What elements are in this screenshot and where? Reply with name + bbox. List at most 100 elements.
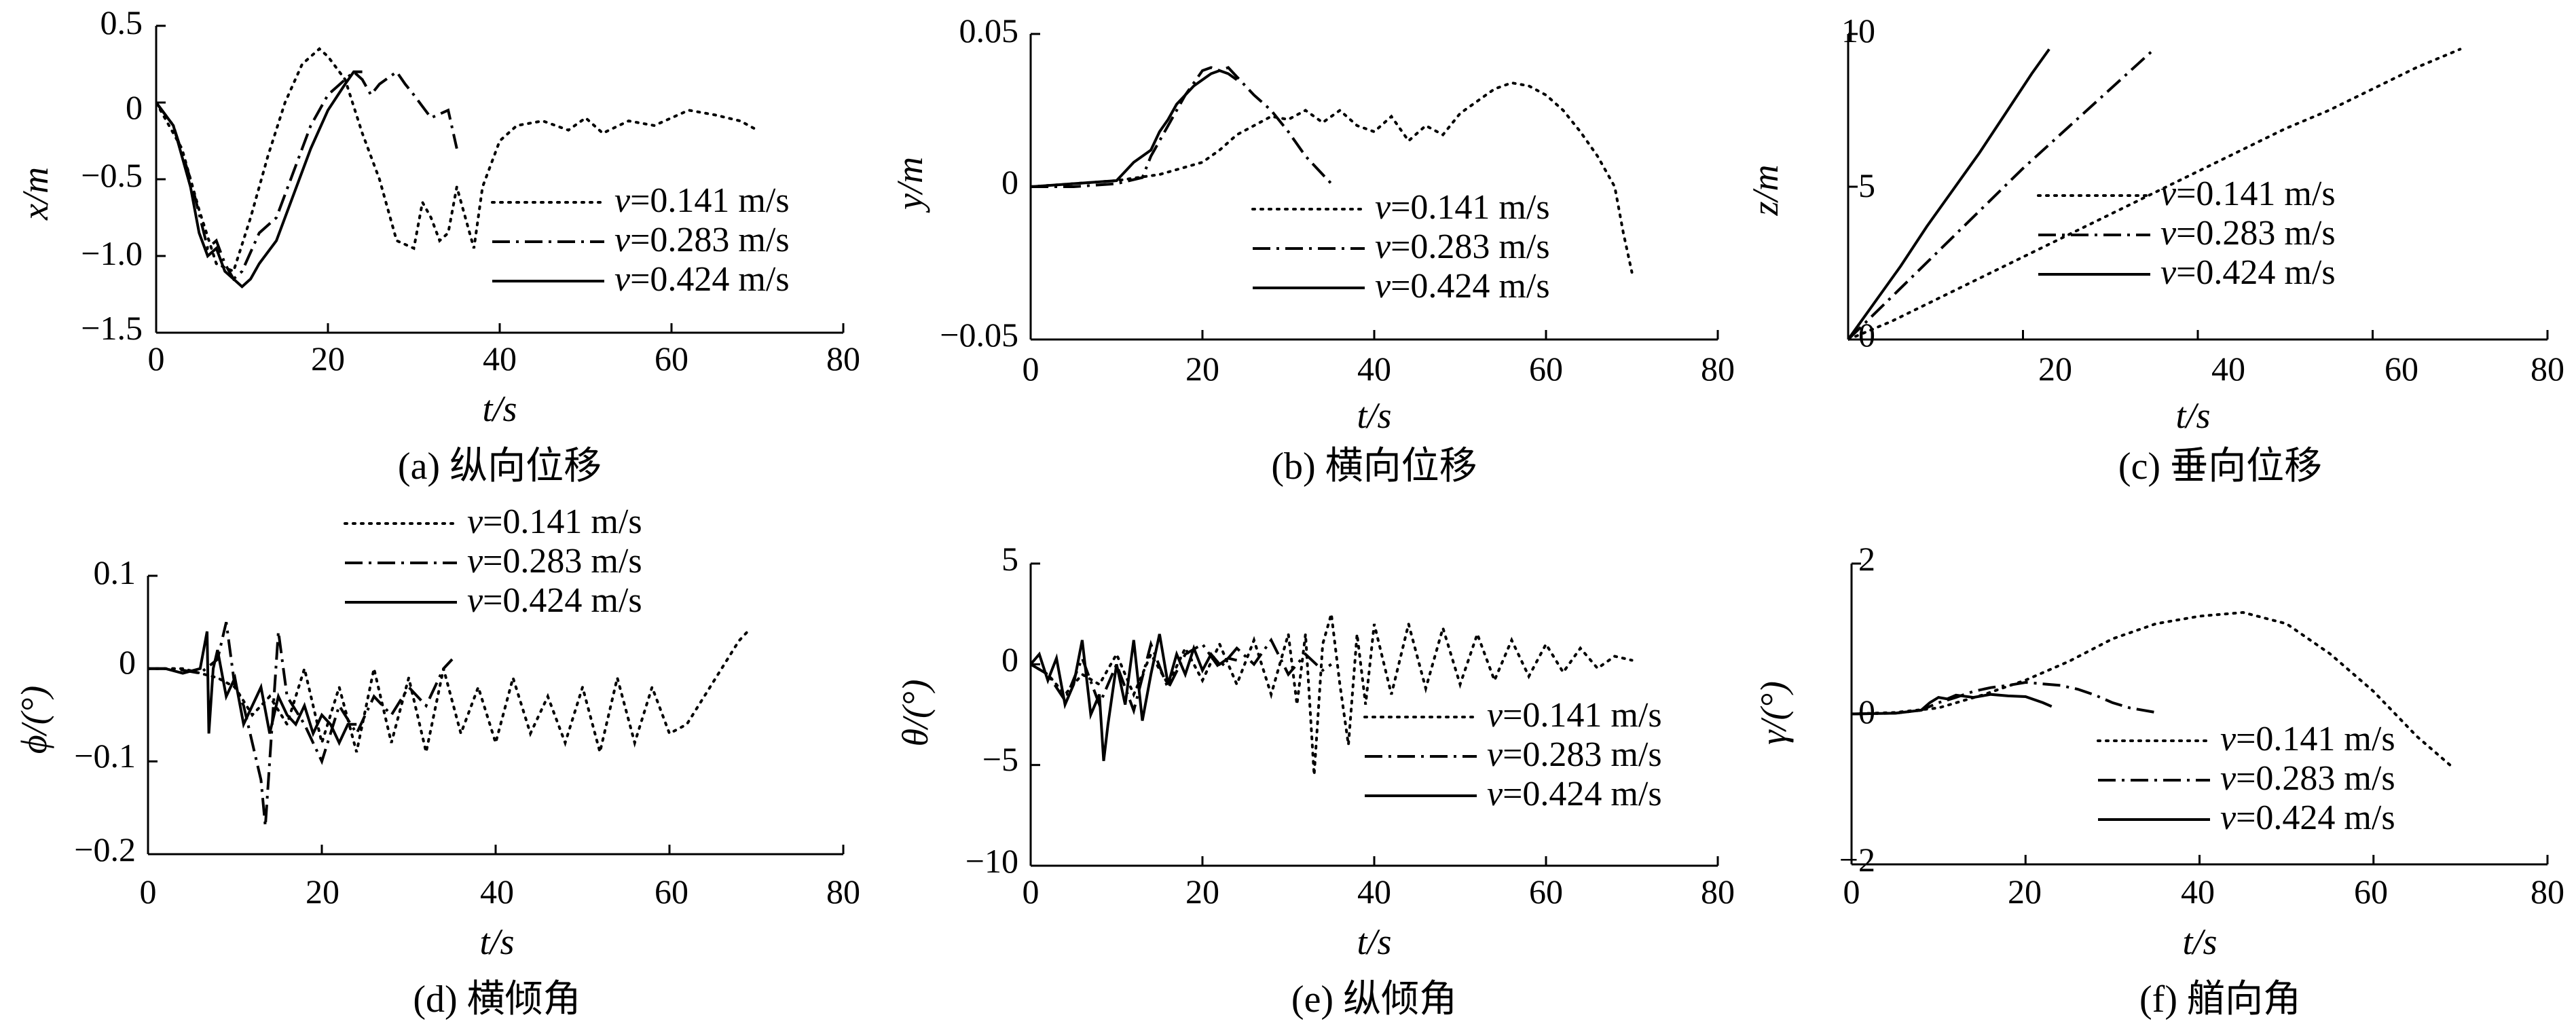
panel-b-tick: 40 [1357, 350, 1391, 388]
panel-c-tick: 40 [2211, 350, 2245, 388]
panel-e-series-2-line [1031, 637, 1332, 716]
panel-a-tick: 20 [311, 339, 345, 378]
panel-e-xlabel: t/s [1357, 921, 1391, 962]
panel-d-legend-label-1: v=0.141 m/s [467, 502, 642, 541]
panel-f-tick: 60 [2354, 873, 2388, 911]
panel-e-tick: 0 [1023, 873, 1039, 911]
panel-d-legend-label-2: v=0.283 m/s [467, 542, 642, 581]
panel-b-series-3-line [1031, 69, 1238, 188]
panel-f: 2 0 −2 0 20 40 60 80 t/s γ/(°) (f) 艏向角 v… [1753, 540, 2564, 1021]
panel-d-series-1-line [148, 630, 750, 753]
panel-c-series-1-line [1848, 48, 2462, 341]
panel-f-series-3-line [1852, 693, 2053, 716]
panel-a-tick: −1.0 [81, 234, 143, 272]
panel-a-tick: 60 [655, 339, 688, 378]
panel-e-tick: 20 [1185, 873, 1219, 911]
panel-c-tick: 60 [2385, 350, 2418, 388]
panel-e-tick: 60 [1529, 873, 1563, 911]
panel-c-tick: 10 [1841, 12, 1875, 50]
panel-a: 0.5 0 −0.5 −1.0 −1.5 0 20 40 60 80 t/s x… [15, 3, 860, 488]
panel-e-tick: −10 [965, 842, 1018, 880]
panel-b-series-1-line [1031, 81, 1634, 274]
panel-f-legend-label-2: v=0.283 m/s [2220, 759, 2395, 798]
panel-f-tick: 2 [1858, 540, 1875, 578]
panel-e-legend-label-3: v=0.424 m/s [1487, 775, 1662, 813]
panel-a-tick: 0.5 [100, 3, 143, 41]
panel-f-legend-label-1: v=0.141 m/s [2220, 720, 2395, 758]
panel-c-series-2-line [1848, 48, 2155, 341]
panel-f-series-2-line [1852, 680, 2156, 716]
panel-d-legend-label-3: v=0.424 m/s [467, 581, 642, 620]
panel-d-tick: 80 [826, 873, 860, 911]
panel-f-tick: 20 [2008, 873, 2042, 911]
panel-b-caption: (b) 横向位移 [1271, 445, 1477, 488]
panel-c-legend-label-3: v=0.424 m/s [2160, 253, 2336, 292]
panel-c-xlabel: t/s [2175, 395, 2210, 436]
panel-a-tick: 0 [148, 339, 165, 378]
panel-a-legend-label-2: v=0.283 m/s [614, 221, 790, 259]
panel-e-legend-label-2: v=0.283 m/s [1487, 735, 1662, 774]
panel-b-legend-label-3: v=0.424 m/s [1375, 267, 1550, 306]
panel-c-legend-label-2: v=0.283 m/s [2160, 214, 2336, 253]
panel-a-series-2-line [156, 69, 458, 282]
panel-d-tick: 20 [306, 873, 339, 911]
panel-d-tick: −0.2 [74, 830, 136, 868]
panel-a-legend-label-3: v=0.424 m/s [614, 260, 790, 299]
panel-a-ylabel: x/m [15, 167, 56, 221]
panel-e-series-3-line [1031, 634, 1238, 761]
panel-c-tick: 20 [2038, 350, 2072, 388]
panel-e-ylabel: θ/(°) [895, 679, 936, 746]
panel-f-tick: 0 [1843, 873, 1860, 911]
panel-b-tick: 0 [1001, 163, 1018, 201]
panel-c-tick: 5 [1858, 166, 1875, 204]
panel-f-tick: 40 [2181, 873, 2215, 911]
panel-f-caption: (f) 艏向角 [2139, 978, 2301, 1021]
panel-a-caption: (a) 纵向位移 [398, 445, 602, 488]
panel-b-tick: 60 [1529, 350, 1563, 388]
panel-a-xlabel: t/s [482, 388, 517, 429]
panel-a-legend-label-1: v=0.141 m/s [614, 181, 790, 220]
panel-d-series-3-line [148, 631, 357, 746]
panel-c-ylabel: z/m [1745, 164, 1786, 216]
panel-a-tick: −0.5 [81, 156, 143, 194]
panel-d-xlabel: t/s [479, 921, 514, 962]
panel-c-series-3-line [1848, 48, 2050, 341]
panel-e-tick: 0 [1001, 640, 1018, 678]
panel-b-tick: 0.05 [959, 12, 1019, 50]
panel-d-tick: 0 [140, 873, 157, 911]
panel-d-tick: 60 [655, 873, 688, 911]
panel-d: 0.1 0 −0.1 −0.2 0 20 40 60 80 t/s ϕ/(°) … [14, 502, 860, 1021]
panel-f-xlabel: t/s [2182, 921, 2217, 962]
panel-d-tick: 0 [119, 643, 136, 681]
panel-f-tick: 0 [1858, 693, 1875, 731]
panel-b-tick: 20 [1185, 350, 1219, 388]
panel-a-tick: 0 [126, 88, 143, 126]
panel-a-tick: −1.5 [81, 309, 143, 347]
panel-e-legend-label-1: v=0.141 m/s [1487, 696, 1662, 735]
panel-f-tick: −2 [1839, 841, 1875, 879]
panel-d-ylabel: ϕ/(°) [14, 686, 54, 754]
panel-e-tick: −5 [982, 740, 1018, 778]
panel-b-xlabel: t/s [1357, 395, 1391, 436]
panel-e-tick: 40 [1357, 873, 1391, 911]
panel-d-tick: 40 [480, 873, 514, 911]
panel-f-legend-label-3: v=0.424 m/s [2220, 798, 2395, 837]
panel-b-ylabel: y/m [889, 157, 930, 213]
panel-e-caption: (e) 纵倾角 [1291, 978, 1457, 1021]
panel-a-tick: 80 [826, 339, 860, 378]
panel-a-series-3-line [156, 70, 363, 289]
panel-c-legend-label-1: v=0.141 m/s [2160, 175, 2336, 213]
panel-d-tick: −0.1 [74, 737, 136, 775]
panel-b: 0.05 0 −0.05 0 20 40 60 80 t/s y/m (b) 横… [889, 12, 1735, 488]
panel-f-series-1-line [1852, 610, 2454, 768]
panel-d-series-2-line [148, 621, 454, 827]
panel-c-tick: 80 [2531, 350, 2564, 388]
panel-b-series-2-line [1031, 66, 1333, 188]
panel-f-tick: 80 [2531, 873, 2564, 911]
panel-b-tick: −0.05 [940, 316, 1018, 354]
panel-b-legend-label-1: v=0.141 m/s [1375, 188, 1550, 227]
panel-e-tick: 5 [1001, 540, 1018, 578]
panel-c-caption: (c) 垂向位移 [2118, 445, 2322, 488]
panel-d-caption: (d) 横倾角 [413, 978, 581, 1021]
